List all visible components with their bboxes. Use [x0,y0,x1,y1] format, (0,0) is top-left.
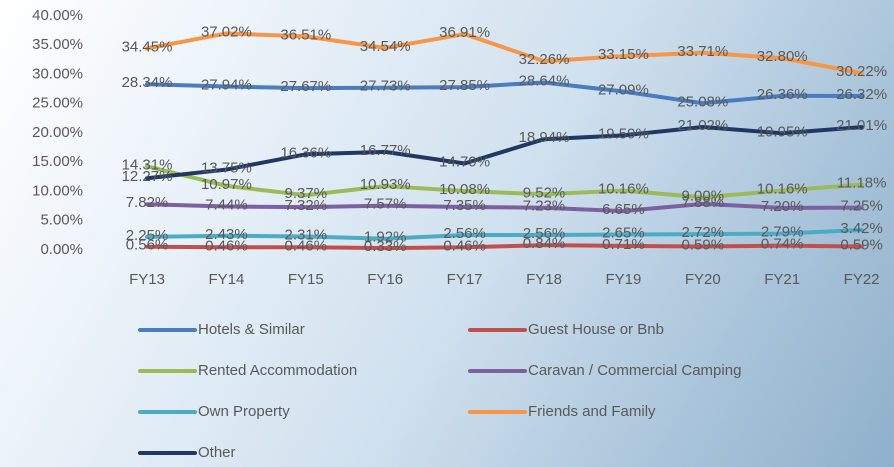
data-label: 26.32% [836,86,887,103]
data-label: 32.80% [757,48,808,65]
data-label: 2.79% [761,224,804,241]
data-label: 26.36% [757,86,808,103]
legend-label: Hotels & Similar [198,321,305,338]
data-label: 18.94% [519,129,570,146]
y-tick-label: 5.00% [40,212,83,229]
legend-label: Other [198,444,236,461]
data-label: 21.01% [836,117,887,134]
series-line [147,33,862,73]
data-label: 16.77% [360,142,411,159]
data-label: 7.44% [205,196,248,213]
y-tick-label: 0.00% [40,241,83,258]
chart: 0.00% 5.00% 10.00% 15.00% 20.00% 25.00% 30.00%… [0,0,894,467]
legend-label: Caravan / Commercial Camping [528,362,741,379]
data-label: 0.59% [840,237,883,254]
data-label: 21.02% [677,117,728,134]
data-label: 10.16% [757,181,808,198]
data-label: 7.82% [126,194,169,211]
data-label: 6.65% [602,201,645,218]
series-line [147,82,862,103]
series-line [147,127,862,178]
data-label: 36.51% [280,26,331,43]
data-label: 25.08% [677,93,728,110]
data-label: 27.67% [280,78,331,95]
x-tick-label: FY18 [526,271,562,288]
legend-label: Own Property [198,403,290,420]
y-tick-label: 15.00% [32,153,83,170]
data-label: 27.85% [439,77,490,94]
x-tick-label: FY14 [208,271,244,288]
data-label: 27.73% [360,78,411,95]
series-line [147,245,862,248]
data-label: 27.94% [201,77,252,94]
data-label: 16.36% [280,144,331,161]
data-label: 7.23% [523,198,566,215]
data-label: 3.42% [840,220,883,237]
data-label: 2.72% [682,224,725,241]
data-label: 19.95% [757,123,808,140]
x-tick-label: FY22 [844,271,880,288]
y-tick-label: 35.00% [32,36,83,53]
y-tick-label: 20.00% [32,124,83,141]
data-label: 36.91% [439,24,490,41]
series-line [147,166,862,197]
data-label: 7.20% [761,198,804,215]
y-tick-label: 25.00% [32,95,83,112]
data-label: 7.32% [285,197,328,214]
data-label: 2.56% [523,225,566,242]
data-label: 34.54% [360,38,411,55]
legend-label: Guest House or Bnb [528,321,664,338]
x-tick-label: FY16 [367,271,403,288]
data-label: 2.43% [205,226,248,243]
data-label: 28.64% [519,72,570,89]
x-tick-label: FY13 [129,271,165,288]
x-tick-label: FY15 [288,271,324,288]
x-tick-label: FY17 [447,271,483,288]
data-label: 2.31% [285,226,328,243]
data-label: 28.34% [122,74,173,91]
data-label: 10.97% [201,176,252,193]
data-label: 34.45% [122,38,173,55]
data-label: 7.57% [364,196,407,213]
y-tick-label: 30.00% [32,65,83,82]
y-tick-label: 40.00% [32,7,83,24]
x-tick-label: FY19 [605,271,641,288]
data-label: 2.25% [126,227,169,244]
data-label: 33.71% [677,43,728,60]
data-label: 11.18% [837,175,887,192]
data-label: 10.08% [439,181,490,198]
data-label: 37.02% [201,23,252,40]
y-tick-label: 10.00% [32,182,83,199]
data-label: 7.25% [840,198,883,215]
data-label: 12.27% [122,168,173,185]
data-label: 30.22% [836,63,887,80]
data-label: 27.09% [598,81,649,98]
data-label: 10.16% [598,181,649,198]
data-label: 7.88% [682,194,725,211]
series-line [147,204,862,211]
data-label: 1.92% [364,229,407,246]
data-label: 33.15% [598,46,649,63]
data-label: 2.65% [602,224,645,241]
x-tick-label: FY20 [685,271,721,288]
data-label: 19.59% [598,125,649,142]
data-label: 2.56% [443,225,486,242]
legend-label: Friends and Family [528,403,656,420]
data-label: 13.75% [201,160,252,177]
legend-label: Rented Accommodation [198,362,357,379]
data-label: 14.79% [439,153,490,170]
x-tick-label: FY21 [764,271,800,288]
data-label: 10.93% [360,176,411,193]
data-label: 7.35% [443,197,486,214]
data-label: 32.26% [519,51,570,68]
series-line [147,230,862,239]
